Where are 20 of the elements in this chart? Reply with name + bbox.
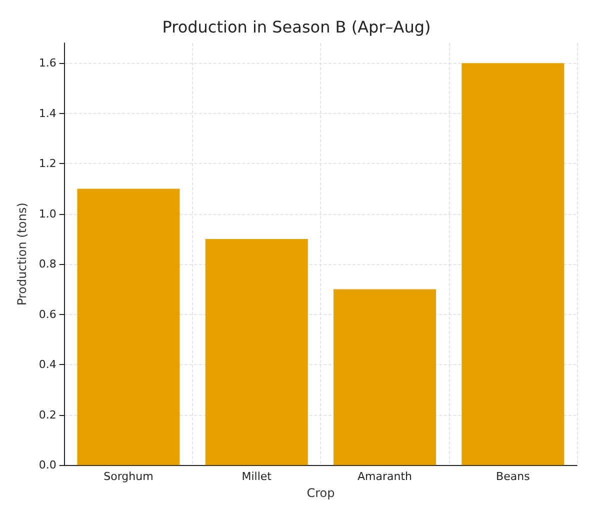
y-tick-label: 0.2 (38, 408, 56, 422)
chart-title: Production in Season B (Apr–Aug) (162, 18, 431, 36)
y-tick-label: 0.6 (38, 308, 56, 321)
bar (462, 63, 564, 466)
y-tick-label: 1.6 (38, 56, 56, 70)
y-tick-label: 1.0 (38, 207, 56, 220)
y-axis-title: Production (tons) (15, 202, 29, 306)
y-tick-label: 0.4 (38, 358, 56, 372)
bar (205, 238, 308, 466)
x-tick-label: Amaranth (358, 470, 412, 484)
x-tick-label: Sorghum (104, 470, 154, 484)
x-axis-title: Crop (306, 486, 335, 500)
x-tick-label: Beans (496, 470, 530, 484)
bar (77, 188, 180, 466)
y-tick-label: 1.4 (38, 106, 56, 120)
y-tick-label: 0.0 (38, 458, 56, 472)
bar (334, 289, 436, 466)
y-tick-label: 0.8 (38, 258, 56, 271)
x-tick-label: Millet (242, 470, 272, 484)
y-tick-label: 1.2 (38, 157, 56, 170)
